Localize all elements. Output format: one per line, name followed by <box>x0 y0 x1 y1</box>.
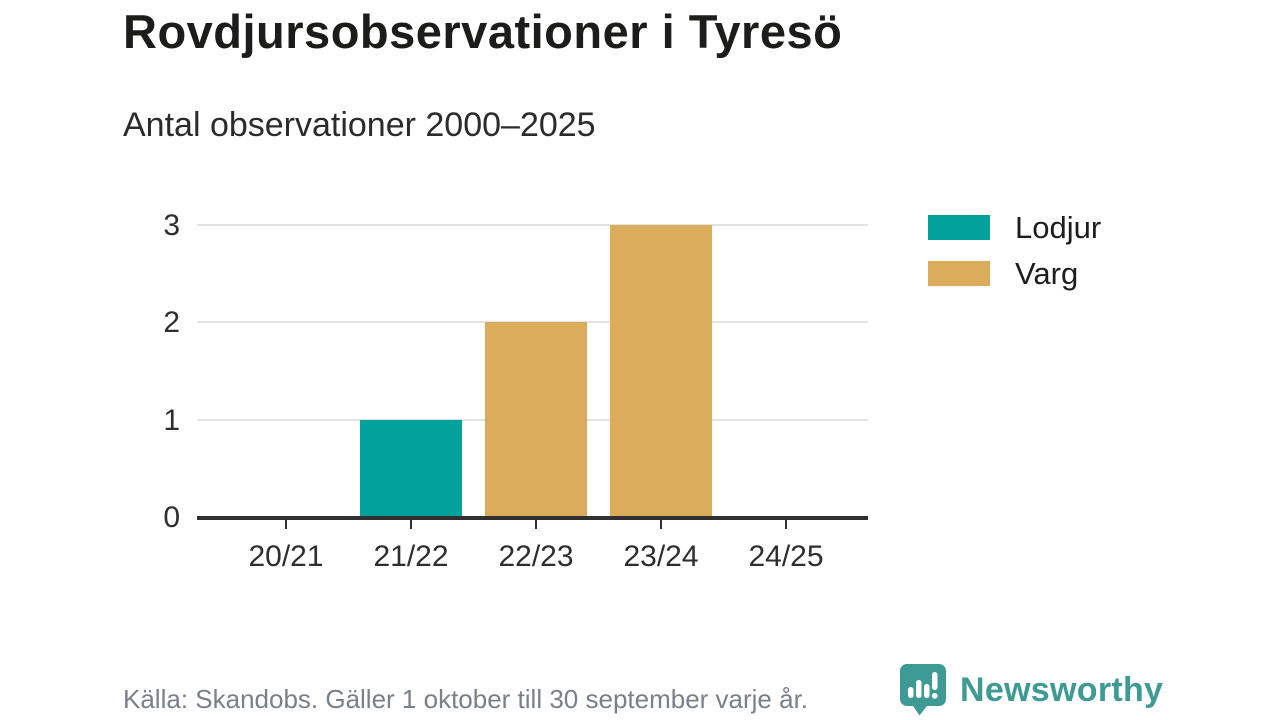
legend-label: Varg <box>1015 255 1079 291</box>
axis-tick <box>660 520 662 529</box>
axis-tick <box>285 520 287 529</box>
y-axis-label: 0 <box>163 501 180 534</box>
axis-tick <box>785 520 787 529</box>
x-axis-label: 22/23 <box>498 540 574 573</box>
newsworthy-logo: Newsworthy <box>900 664 1163 716</box>
y-axis-label: 2 <box>163 306 180 339</box>
y-axis-label: 3 <box>163 209 180 242</box>
bar-21-22-lodjur <box>360 420 462 517</box>
axis-tick <box>535 520 537 529</box>
legend-swatch <box>928 261 990 286</box>
legend-swatch <box>928 215 990 240</box>
newsworthy-icon <box>900 664 946 716</box>
axis-tick <box>410 520 412 529</box>
legend-item-lodjur: Lodjur <box>928 210 1101 245</box>
x-axis-label: 24/25 <box>748 540 824 573</box>
source-note: Källa: Skandobs. Gäller 1 oktober till 3… <box>123 684 809 714</box>
bar-22-23-varg <box>485 322 587 517</box>
x-axis-label: 21/22 <box>373 540 449 573</box>
bar-23-24-varg <box>610 225 712 517</box>
x-axis-line <box>197 516 868 520</box>
legend-item-varg: Varg <box>928 256 1101 291</box>
brand-name: Newsworthy <box>960 670 1164 709</box>
gridline <box>197 224 868 226</box>
legend-label: Lodjur <box>1015 209 1102 245</box>
x-axis-label: 20/21 <box>248 540 324 573</box>
chart-subtitle: Antal observationer 2000–2025 <box>123 106 596 144</box>
legend: Lodjur Varg <box>928 210 1101 307</box>
x-axis-label: 23/24 <box>623 540 699 573</box>
chart-title: Rovdjursobservationer i Tyresö <box>123 5 843 58</box>
y-axis-label: 1 <box>163 404 180 437</box>
